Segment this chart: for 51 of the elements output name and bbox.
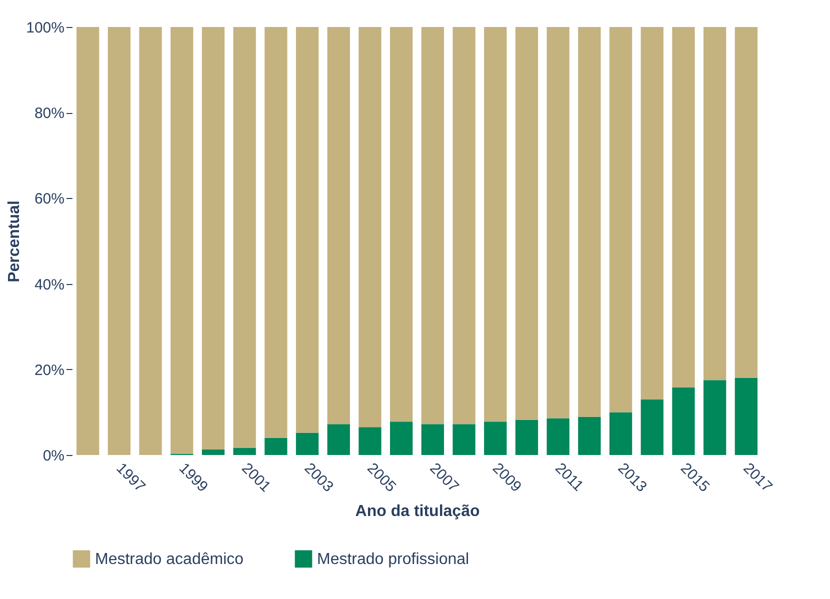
- bar: [327, 424, 350, 455]
- bar: [703, 27, 726, 380]
- bar: [108, 27, 131, 455]
- bar: [452, 424, 476, 455]
- bar: [546, 27, 570, 418]
- bar: [640, 399, 664, 455]
- y-tick-label: 0%: [42, 448, 64, 464]
- y-tick-label: 100%: [26, 20, 64, 36]
- legend-label: Mestrado profissional: [317, 550, 470, 568]
- bar: [170, 27, 194, 454]
- bar: [546, 418, 570, 455]
- bar: [202, 449, 225, 455]
- bar: [264, 27, 288, 438]
- bar: [358, 427, 382, 455]
- bar: [640, 27, 664, 400]
- y-tick-label: 80%: [34, 105, 64, 122]
- x-axis-title: Ano da titulação: [355, 502, 480, 520]
- bar: [609, 27, 632, 412]
- bar: [76, 27, 100, 455]
- y-tick-label: 40%: [34, 276, 64, 294]
- bar: [578, 416, 601, 455]
- bar: [296, 27, 319, 433]
- bar: [484, 422, 507, 455]
- bar: [390, 422, 413, 455]
- bar: [452, 27, 476, 424]
- bar: [233, 27, 256, 448]
- bar: [421, 27, 444, 424]
- bar: [609, 412, 632, 455]
- bar: [703, 380, 726, 455]
- bar: [734, 27, 758, 378]
- bar: [484, 27, 507, 422]
- bar: [233, 448, 256, 455]
- y-tick-label: 60%: [34, 190, 64, 208]
- bar: [515, 420, 538, 455]
- bar: [202, 27, 225, 450]
- bar: [264, 438, 288, 455]
- bar: [421, 424, 444, 455]
- bar: [578, 27, 601, 417]
- bar: [358, 27, 382, 428]
- bar: [734, 378, 758, 455]
- bar: [390, 27, 413, 422]
- y-axis-title: Percentual: [6, 200, 24, 282]
- bar: [296, 432, 319, 455]
- bar: [139, 27, 162, 455]
- bar: [327, 27, 350, 424]
- legend-label: Mestrado acadêmico: [95, 550, 244, 568]
- bar: [672, 387, 695, 455]
- y-tick-label: 20%: [34, 362, 64, 379]
- bar: [672, 27, 695, 388]
- x-tick-label: 1997: [112, 460, 148, 496]
- bar: [515, 27, 538, 420]
